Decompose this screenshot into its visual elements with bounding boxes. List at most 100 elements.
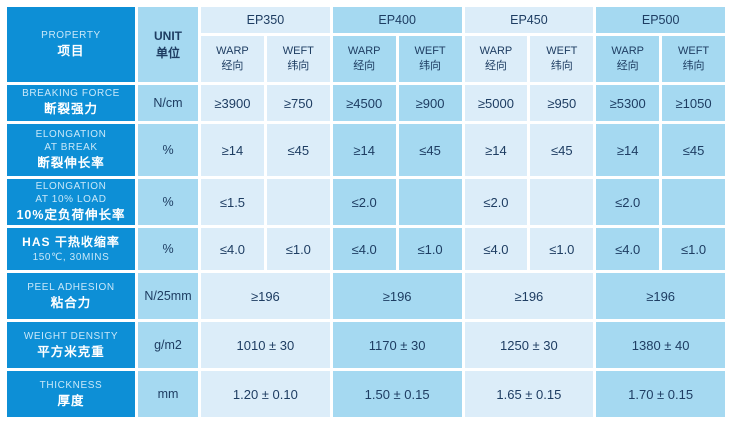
value-cell: ≤1.0	[530, 228, 594, 271]
warp-header-ep500: WARP 经向	[596, 36, 660, 82]
value-cell: ≥14	[201, 124, 264, 176]
property-cell: WEIGHT DENSITY 平方米克重	[7, 322, 135, 369]
table-row-breaking-force: BREAKING FORCE 断裂强力 N/cm ≥3900 ≥750 ≥450…	[7, 85, 725, 121]
property-header-zh: 项目	[57, 43, 85, 58]
unit-cell: g/m2	[138, 322, 198, 369]
weft-header-ep400: WEFT 纬向	[398, 36, 462, 82]
value-cell-merged: 1380 ± 40	[596, 322, 725, 369]
property-cell: ELONGATION AT BREAK 断裂伸长率	[7, 124, 135, 176]
group-header-ep500: EP500	[596, 7, 725, 33]
unit-cell: mm	[138, 371, 198, 418]
group-header-ep450: EP450	[464, 7, 594, 33]
weft-label-en: WEFT	[414, 44, 446, 57]
value-cell-merged: 1.50 ± 0.15	[332, 371, 462, 418]
value-cell: ≥4500	[332, 85, 396, 121]
table-row-thickness: THICKNESS 厚度 mm 1.20 ± 0.10 1.50 ± 0.15 …	[7, 371, 725, 418]
value-cell-merged: ≥196	[201, 273, 330, 320]
value-cell: ≤2.0	[464, 179, 528, 226]
table-row-elongation-at-10-load: ELONGATION AT 10% LOAD 10%定负荷伸长率 % ≤1.5 …	[7, 179, 725, 226]
unit-header-zh: 单位	[155, 45, 180, 60]
property-name-en: THICKNESS	[39, 379, 103, 391]
property-name-en: WEIGHT DENSITY	[23, 330, 119, 342]
value-cell: ≤1.5	[201, 179, 264, 226]
value-cell: ≥5300	[596, 85, 660, 121]
weft-label-en: WEFT	[282, 44, 314, 57]
value-cell-empty	[266, 179, 330, 226]
value-cell: ≥5000	[464, 85, 528, 121]
property-name-sub: 150℃, 30MINS	[32, 252, 110, 264]
warp-header-ep450: WARP 经向	[464, 36, 528, 82]
unit-cell: %	[138, 228, 198, 271]
value-cell: ≥14	[464, 124, 528, 176]
value-cell-merged: ≥196	[332, 273, 462, 320]
value-cell: ≥900	[398, 85, 462, 121]
warp-label-zh: 经向	[484, 60, 507, 72]
unit-cell: N/25mm	[138, 273, 198, 320]
product-spec-table: PROPERTY 项目 UNIT 单位 EP350 EP400 EP450 EP…	[4, 4, 728, 420]
weft-label-en: WEFT	[546, 44, 578, 57]
property-header: PROPERTY 项目	[7, 7, 135, 82]
warp-header-ep350: WARP 经向	[201, 36, 264, 82]
weft-label-zh: 纬向	[287, 60, 310, 72]
value-cell: ≥950	[530, 85, 594, 121]
weft-header-ep350: WEFT 纬向	[266, 36, 330, 82]
unit-header-en: UNIT	[154, 28, 182, 43]
value-cell: ≤4.0	[332, 228, 396, 271]
weft-label-zh: 纬向	[550, 60, 573, 72]
property-name-en2: AT BREAK	[44, 141, 98, 153]
property-name-en: ELONGATION	[35, 128, 107, 140]
value-cell-empty	[530, 179, 594, 226]
value-cell: ≤45	[398, 124, 462, 176]
value-cell: ≤45	[530, 124, 594, 176]
value-cell: ≤1.0	[266, 228, 330, 271]
value-cell: ≤4.0	[201, 228, 264, 271]
value-cell: ≤1.0	[398, 228, 462, 271]
header-row-warp-weft: WARP 经向 WEFT 纬向 WARP 经向 WEFT 纬向 WARP 经	[7, 36, 725, 82]
value-cell-empty	[398, 179, 462, 226]
value-cell: ≤1.0	[662, 228, 725, 271]
property-cell: HAS 干热收缩率 150℃, 30MINS	[7, 228, 135, 271]
weft-header-ep500: WEFT 纬向	[662, 36, 725, 82]
value-cell: ≤2.0	[596, 179, 660, 226]
value-cell-merged: 1.20 ± 0.10	[201, 371, 330, 418]
property-header-en: PROPERTY	[41, 29, 101, 41]
value-cell: ≥14	[332, 124, 396, 176]
property-cell: PEEL ADHESION 粘合力	[7, 273, 135, 320]
property-cell: BREAKING FORCE 断裂强力	[7, 85, 135, 121]
weft-label-en: WEFT	[677, 44, 710, 57]
group-header-ep400: EP400	[332, 7, 462, 33]
value-cell: ≥1050	[662, 85, 725, 121]
value-cell-merged: 1170 ± 30	[332, 322, 462, 369]
value-cell-merged: ≥196	[596, 273, 725, 320]
property-name-en: BREAKING FORCE	[22, 88, 120, 100]
table-row-peel-adhesion: PEEL ADHESION 粘合力 N/25mm ≥196 ≥196 ≥196 …	[7, 273, 725, 320]
value-cell-empty	[662, 179, 725, 226]
value-cell-merged: 1.70 ± 0.15	[596, 371, 725, 418]
value-cell: ≤4.0	[464, 228, 528, 271]
table-row-weight-density: WEIGHT DENSITY 平方米克重 g/m2 1010 ± 30 1170…	[7, 322, 725, 369]
property-name-en: PEEL ADHESION	[27, 281, 115, 293]
warp-label-zh: 经向	[353, 60, 376, 72]
warp-header-ep400: WARP 经向	[332, 36, 396, 82]
property-name-zh: 10%定负荷伸长率	[16, 208, 126, 222]
value-cell: ≤4.0	[596, 228, 660, 271]
unit-header: UNIT 单位	[138, 7, 198, 82]
value-cell: ≤2.0	[332, 179, 396, 226]
weft-header-ep450: WEFT 纬向	[530, 36, 594, 82]
property-name-zh: 断裂强力	[43, 102, 98, 117]
property-name-zh: 厚度	[57, 393, 85, 408]
property-name-zh: HAS 干热收缩率	[22, 234, 120, 249]
property-name-zh: 平方米克重	[37, 344, 105, 359]
value-cell: ≥3900	[201, 85, 264, 121]
warp-label-en: WARP	[611, 44, 644, 57]
weft-label-zh: 纬向	[419, 60, 442, 72]
property-name-zh: 断裂伸长率	[37, 155, 105, 170]
warp-label-en: WARP	[347, 44, 381, 57]
table-row-elongation-at-break: ELONGATION AT BREAK 断裂伸长率 % ≥14 ≤45 ≥14 …	[7, 124, 725, 176]
warp-label-en: WARP	[216, 44, 249, 57]
value-cell-merged: ≥196	[464, 273, 594, 320]
value-cell: ≥14	[596, 124, 660, 176]
value-cell: ≤45	[266, 124, 330, 176]
value-cell: ≥750	[266, 85, 330, 121]
